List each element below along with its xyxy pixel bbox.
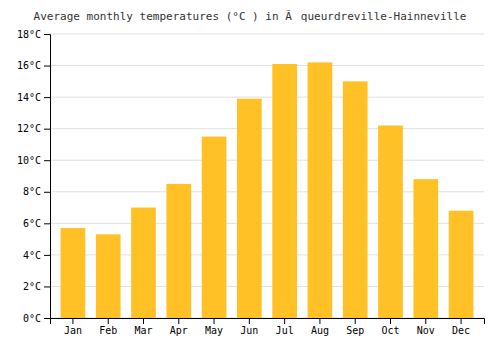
grid [50,34,484,318]
y-tick: 4°C [23,250,50,261]
x-tick: Jul [276,318,294,336]
x-tick-label: Aug [311,325,329,336]
bar [449,211,474,318]
x-tick-mark [284,318,285,324]
x-tick-label: Nov [417,325,435,336]
x-tick-mark [425,318,426,324]
grid-line [50,34,484,35]
bar [308,62,333,318]
bar [96,234,121,318]
y-tick-label: 16°C [17,60,41,71]
y-tick-mark [44,66,50,67]
bar [61,228,86,318]
x-tick-mark [72,318,73,324]
x-tick-mark [214,318,215,324]
x-tick-label: Jan [64,325,82,336]
y-axis-line [44,35,51,319]
y-tick: 8°C [23,186,50,197]
y-tick-mark [44,192,50,193]
y-axis: 0°C 2°C 4°C 6°C 8°C 10°C 12°C 14°C 16°C 18°C [17,29,51,324]
grid-line [50,65,484,66]
grid-line [50,160,484,161]
x-tick-label: Jul [276,325,294,336]
grid-line [50,97,484,98]
x-tick: Nov [417,318,435,336]
y-tick-mark [44,223,50,224]
y-tick-mark [44,129,50,130]
x-tick: Feb [99,318,117,336]
x-tick-mark [461,318,462,324]
y-tick-mark [44,318,50,319]
y-tick: 10°C [17,155,50,166]
x-tick-mark [319,318,320,324]
x-tick: Apr [170,318,188,336]
x-tick: May [205,318,223,336]
x-tick: Jan [64,318,82,336]
x-tick-label: Mar [134,325,152,336]
x-tick: Oct [381,318,399,336]
y-tick-label: 14°C [17,92,41,103]
x-tick-mark [249,318,250,324]
x-tick-mark [178,318,179,324]
bar [237,99,262,318]
y-tick-mark [44,286,50,287]
y-tick-mark [44,97,50,98]
y-tick: 16°C [17,60,50,71]
y-tick: 0°C [23,313,50,324]
bar [413,179,438,318]
x-tick-label: Jun [240,325,258,336]
y-tick: 18°C [17,29,50,40]
y-tick-mark [44,255,50,256]
x-tick-mark [355,318,356,324]
x-tick: Mar [134,318,152,336]
x-tick-mark [108,318,109,324]
y-tick-mark [44,34,50,35]
y-tick-label: 0°C [23,313,41,324]
x-axis: Jan Feb Mar Apr May Jun Jul Aug Sep Oct Nov Dec [51,318,485,336]
x-tick: Dec [452,318,470,336]
x-tick: Sep [346,318,364,336]
x-tick: Jun [240,318,258,336]
x-tick-mark [143,318,144,324]
x-tick-label: Oct [381,325,399,336]
y-tick: 14°C [17,92,50,103]
y-tick-label: 18°C [17,29,41,40]
plot-area: 0°C 2°C 4°C 6°C 8°C 10°C 12°C 14°C 16°C 18°C Jan Fe… [17,29,485,336]
chart-svg: 0°C 2°C 4°C 6°C 8°C 10°C 12°C 14°C 16°C 18°C Jan Fe… [0,0,500,350]
y-tick-label: 10°C [17,155,41,166]
y-tick-label: 4°C [23,250,41,261]
x-tick-label: May [205,325,223,336]
x-tick-label: Feb [99,325,117,336]
bars [61,62,474,318]
bar [272,64,297,318]
grid-line [50,128,484,129]
x-tick: Aug [311,318,329,336]
y-tick: 6°C [23,218,50,229]
y-tick: 12°C [17,123,50,134]
x-tick-label: Dec [452,325,470,336]
bar [202,137,227,318]
x-tick-mark [390,318,391,324]
x-axis-line [51,319,485,325]
x-tick-label: Apr [170,325,188,336]
bar [378,126,403,318]
y-tick-label: 12°C [17,123,41,134]
bar [131,208,156,318]
bar [343,81,368,318]
y-tick-mark [44,160,50,161]
title: Average monthly temperatures (°C ) in Ã… [34,10,467,23]
x-tick-label: Sep [346,325,364,336]
y-tick: 2°C [23,281,50,292]
y-tick-label: 8°C [23,186,41,197]
y-tick-label: 6°C [23,218,41,229]
y-tick-label: 2°C [23,281,41,292]
bar [166,184,191,318]
